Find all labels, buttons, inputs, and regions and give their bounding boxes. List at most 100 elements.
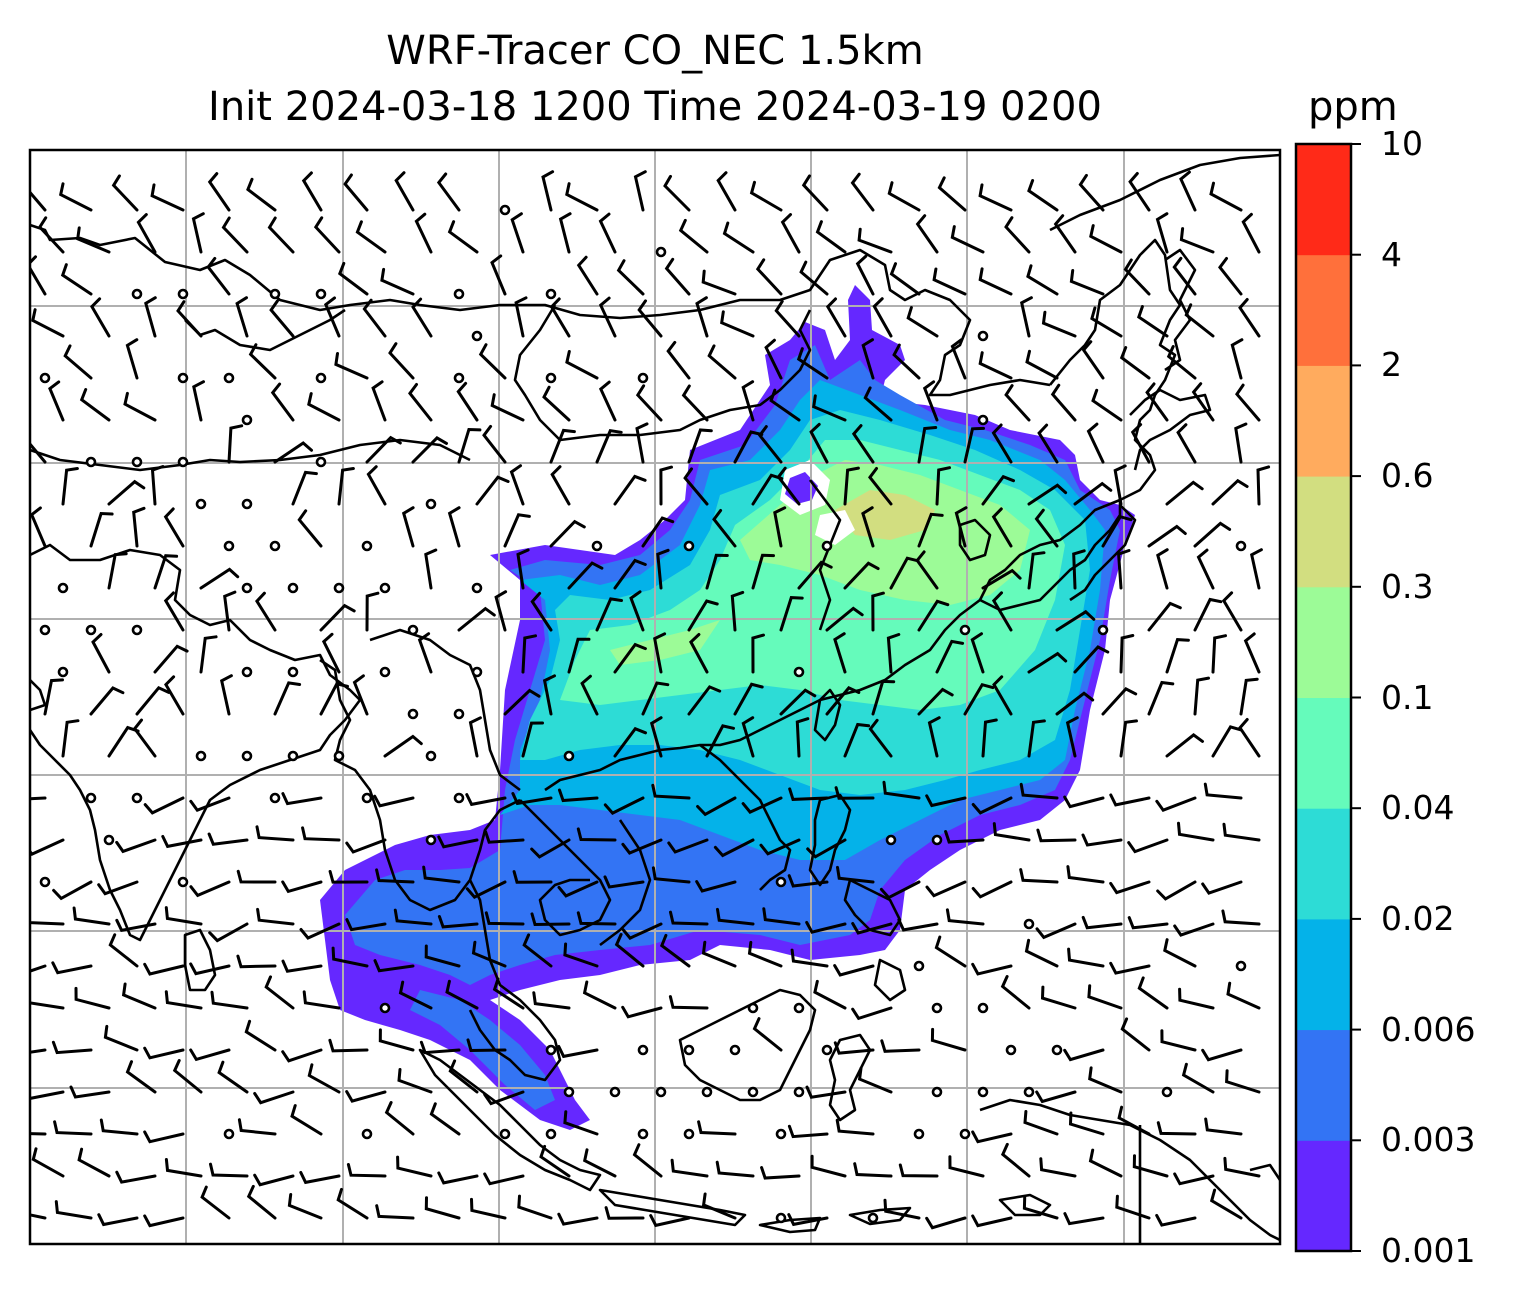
wind-barb: [565, 182, 599, 212]
wind-barb: [1155, 796, 1197, 813]
wind-barb: [1027, 551, 1046, 590]
wind-barb: [582, 980, 617, 1010]
wind-barb: [291, 470, 318, 506]
calm-wind-marker: [977, 1002, 989, 1014]
wind-barb: [132, 718, 157, 758]
wind-barb: [897, 918, 939, 932]
calm-wind-marker: [931, 1086, 943, 1098]
wind-barb: [696, 796, 737, 817]
wind-barb: [1166, 345, 1197, 380]
wind-barb: [667, 838, 709, 854]
wind-barb: [1156, 880, 1197, 901]
calm-wind-marker: [361, 540, 373, 552]
wind-barb: [365, 435, 402, 464]
wind-barb: [1035, 1090, 1077, 1104]
wind-barb: [651, 866, 691, 884]
wind-barb: [697, 1120, 737, 1136]
calm-wind-marker: [315, 456, 327, 468]
calm-wind-marker: [729, 1044, 741, 1056]
wind-barb: [302, 990, 341, 1010]
wind-barb: [805, 921, 847, 934]
wind-barb: [963, 426, 985, 464]
wind-barb: [1087, 984, 1123, 1010]
colorbar-unit: ppm: [1308, 84, 1398, 130]
wind-barb: [1238, 718, 1261, 758]
wind-barb: [355, 220, 387, 254]
calm-wind-marker: [379, 582, 391, 594]
wind-barb: [153, 644, 189, 674]
wind-barb: [530, 591, 553, 632]
calm-wind-marker: [425, 834, 437, 846]
calm-wind-marker: [1161, 1086, 1173, 1098]
wind-barb: [653, 632, 667, 674]
wind-barb: [281, 1048, 323, 1063]
wind-barb: [1063, 795, 1105, 809]
wind-barb: [1035, 922, 1077, 940]
colorbar-segment: [1296, 808, 1351, 920]
wind-barb: [1069, 269, 1105, 296]
wind-barb: [716, 907, 755, 926]
wind-barb: [613, 726, 647, 758]
wind-barb: [79, 388, 111, 422]
wind-barb: [388, 342, 415, 380]
wind-barb: [598, 380, 617, 422]
wind-barb: [906, 306, 939, 338]
calm-wind-marker: [223, 1128, 235, 1140]
colorbar-tick-label: 0.6: [1381, 456, 1434, 496]
wind-barb: [835, 1118, 875, 1136]
wind-barb: [1147, 601, 1182, 632]
calm-wind-marker: [379, 666, 391, 678]
wind-barb: [991, 591, 1013, 632]
wind-barb: [1000, 1142, 1031, 1178]
wind-barb: [716, 171, 737, 212]
wind-barb: [1067, 947, 1105, 968]
wind-barb: [752, 1017, 783, 1052]
wind-barb: [954, 506, 968, 548]
wind-barb: [345, 1090, 387, 1103]
wind-barb: [707, 344, 737, 380]
wind-barb: [917, 426, 938, 464]
wind-barb: [269, 299, 295, 338]
wind-barb: [788, 787, 829, 801]
wind-barb: [917, 599, 950, 632]
wind-barb: [419, 1040, 461, 1055]
wind-barb: [810, 1154, 847, 1178]
wind-barb: [603, 875, 645, 889]
wind-barb: [191, 212, 205, 254]
wind-barb: [659, 933, 691, 968]
wind-barbs: [30, 170, 1271, 1230]
wind-barb: [889, 262, 921, 296]
wind-barb: [281, 792, 323, 806]
wind-barb: [1127, 838, 1169, 854]
wind-barb: [741, 380, 755, 422]
wind-barb: [621, 922, 663, 940]
wind-barb: [857, 1066, 893, 1094]
calm-wind-marker: [1235, 960, 1247, 972]
calm-wind-marker: [361, 792, 373, 804]
wind-barb: [437, 835, 479, 849]
wind-barb: [299, 1171, 341, 1185]
wind-barb: [669, 910, 709, 926]
wind-barb: [189, 962, 231, 976]
wind-barb: [801, 174, 829, 212]
wind-barb: [613, 474, 647, 506]
wind-barb: [1238, 298, 1261, 338]
wind-barb: [558, 788, 599, 803]
wind-barb: [297, 509, 323, 548]
wind-barb: [107, 725, 140, 758]
wind-barb: [871, 679, 896, 716]
wind-barb: [722, 221, 755, 254]
wind-barb: [244, 1019, 277, 1052]
wind-barb: [843, 722, 871, 758]
wind-barb: [189, 1048, 231, 1062]
colorbar-tick-label: 4: [1381, 234, 1402, 274]
wind-barb: [1027, 483, 1068, 506]
wind-barb: [313, 216, 341, 254]
wind-barb: [74, 986, 111, 1010]
wind-barb: [1019, 782, 1059, 800]
wind-barb: [1034, 508, 1059, 548]
calm-wind-marker: [1051, 1044, 1063, 1056]
wind-barb: [517, 1194, 553, 1220]
colorbar-tick-label: 0.001: [1381, 1231, 1476, 1270]
wind-barb: [834, 786, 875, 800]
